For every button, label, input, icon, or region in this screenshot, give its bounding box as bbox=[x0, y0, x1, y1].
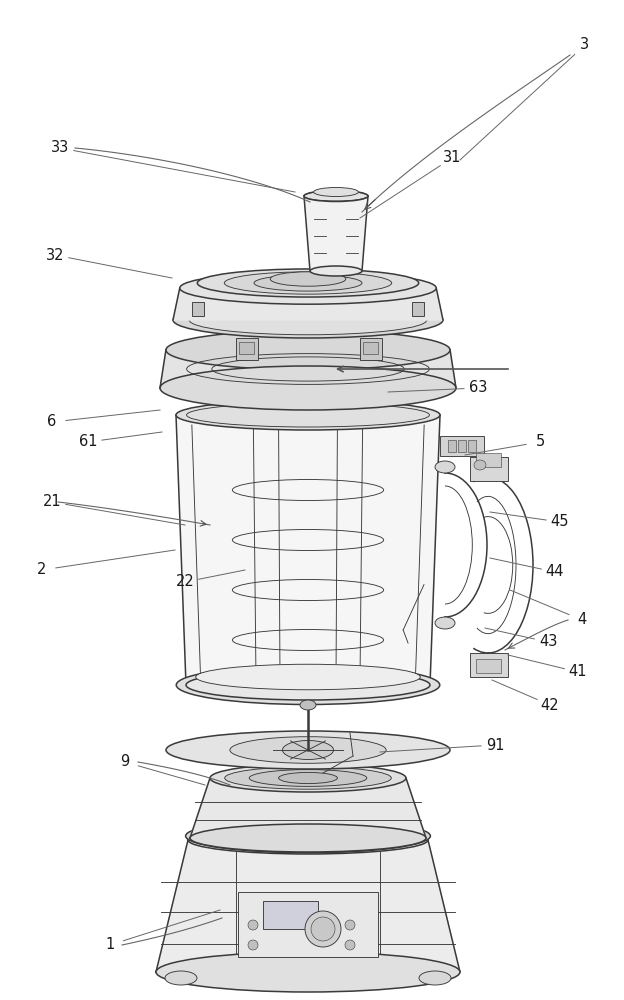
Text: 4: 4 bbox=[577, 612, 587, 628]
Ellipse shape bbox=[419, 971, 451, 985]
Ellipse shape bbox=[305, 911, 341, 947]
Ellipse shape bbox=[283, 740, 334, 760]
Polygon shape bbox=[304, 196, 368, 271]
Bar bbox=[238, 892, 378, 957]
Bar bbox=[192, 302, 204, 316]
Text: 33: 33 bbox=[51, 140, 69, 155]
Ellipse shape bbox=[248, 920, 258, 930]
Ellipse shape bbox=[190, 824, 426, 852]
Bar bbox=[448, 440, 456, 452]
Polygon shape bbox=[190, 778, 426, 838]
Polygon shape bbox=[176, 415, 440, 685]
Ellipse shape bbox=[311, 917, 335, 941]
Ellipse shape bbox=[304, 190, 368, 202]
Polygon shape bbox=[173, 288, 443, 320]
Text: 9: 9 bbox=[120, 754, 130, 770]
Ellipse shape bbox=[435, 461, 455, 473]
Bar bbox=[476, 453, 501, 467]
Text: 6: 6 bbox=[47, 414, 57, 430]
Ellipse shape bbox=[230, 737, 386, 763]
Text: 44: 44 bbox=[546, 564, 564, 579]
Ellipse shape bbox=[166, 330, 450, 370]
Ellipse shape bbox=[249, 770, 367, 786]
Bar bbox=[470, 653, 508, 677]
Ellipse shape bbox=[314, 188, 358, 197]
Ellipse shape bbox=[310, 266, 362, 276]
Ellipse shape bbox=[160, 366, 456, 410]
Ellipse shape bbox=[196, 664, 420, 690]
Ellipse shape bbox=[166, 731, 450, 769]
Text: 31: 31 bbox=[443, 150, 461, 165]
Text: 41: 41 bbox=[568, 664, 587, 680]
Text: 61: 61 bbox=[79, 434, 97, 450]
Text: 63: 63 bbox=[469, 380, 487, 395]
Bar bbox=[458, 440, 466, 452]
Text: 43: 43 bbox=[539, 634, 557, 650]
Bar bbox=[363, 342, 378, 354]
Text: 2: 2 bbox=[37, 562, 47, 577]
Ellipse shape bbox=[186, 670, 430, 700]
Ellipse shape bbox=[156, 952, 460, 992]
Bar bbox=[360, 338, 382, 360]
Ellipse shape bbox=[278, 772, 338, 784]
Bar bbox=[468, 440, 476, 452]
Bar bbox=[470, 457, 508, 481]
Text: 5: 5 bbox=[535, 434, 545, 450]
Text: 32: 32 bbox=[46, 247, 64, 262]
Ellipse shape bbox=[210, 764, 406, 792]
Ellipse shape bbox=[173, 302, 443, 338]
Bar bbox=[476, 659, 501, 673]
Text: 3: 3 bbox=[580, 37, 590, 52]
Ellipse shape bbox=[197, 269, 419, 297]
Ellipse shape bbox=[180, 272, 436, 304]
Ellipse shape bbox=[300, 700, 316, 710]
Bar bbox=[239, 342, 254, 354]
Text: 42: 42 bbox=[540, 698, 559, 712]
Bar bbox=[412, 302, 424, 316]
Ellipse shape bbox=[474, 460, 486, 470]
Ellipse shape bbox=[176, 666, 440, 704]
Text: 45: 45 bbox=[551, 514, 569, 529]
Text: 91: 91 bbox=[485, 738, 504, 752]
Text: 22: 22 bbox=[175, 574, 194, 589]
Ellipse shape bbox=[270, 272, 346, 286]
Ellipse shape bbox=[225, 767, 391, 789]
Ellipse shape bbox=[345, 940, 355, 950]
Bar bbox=[440, 436, 484, 456]
Polygon shape bbox=[160, 350, 456, 388]
Ellipse shape bbox=[188, 826, 428, 854]
Polygon shape bbox=[156, 840, 460, 972]
Ellipse shape bbox=[435, 617, 455, 629]
Ellipse shape bbox=[165, 971, 197, 985]
Text: 21: 21 bbox=[42, 494, 61, 509]
Ellipse shape bbox=[248, 940, 258, 950]
Ellipse shape bbox=[185, 819, 431, 853]
Ellipse shape bbox=[224, 272, 392, 294]
Bar bbox=[236, 338, 258, 360]
Ellipse shape bbox=[189, 305, 427, 335]
Ellipse shape bbox=[176, 400, 440, 430]
Bar bbox=[263, 901, 318, 929]
Ellipse shape bbox=[345, 920, 355, 930]
Text: 1: 1 bbox=[105, 937, 115, 952]
Ellipse shape bbox=[254, 275, 362, 291]
